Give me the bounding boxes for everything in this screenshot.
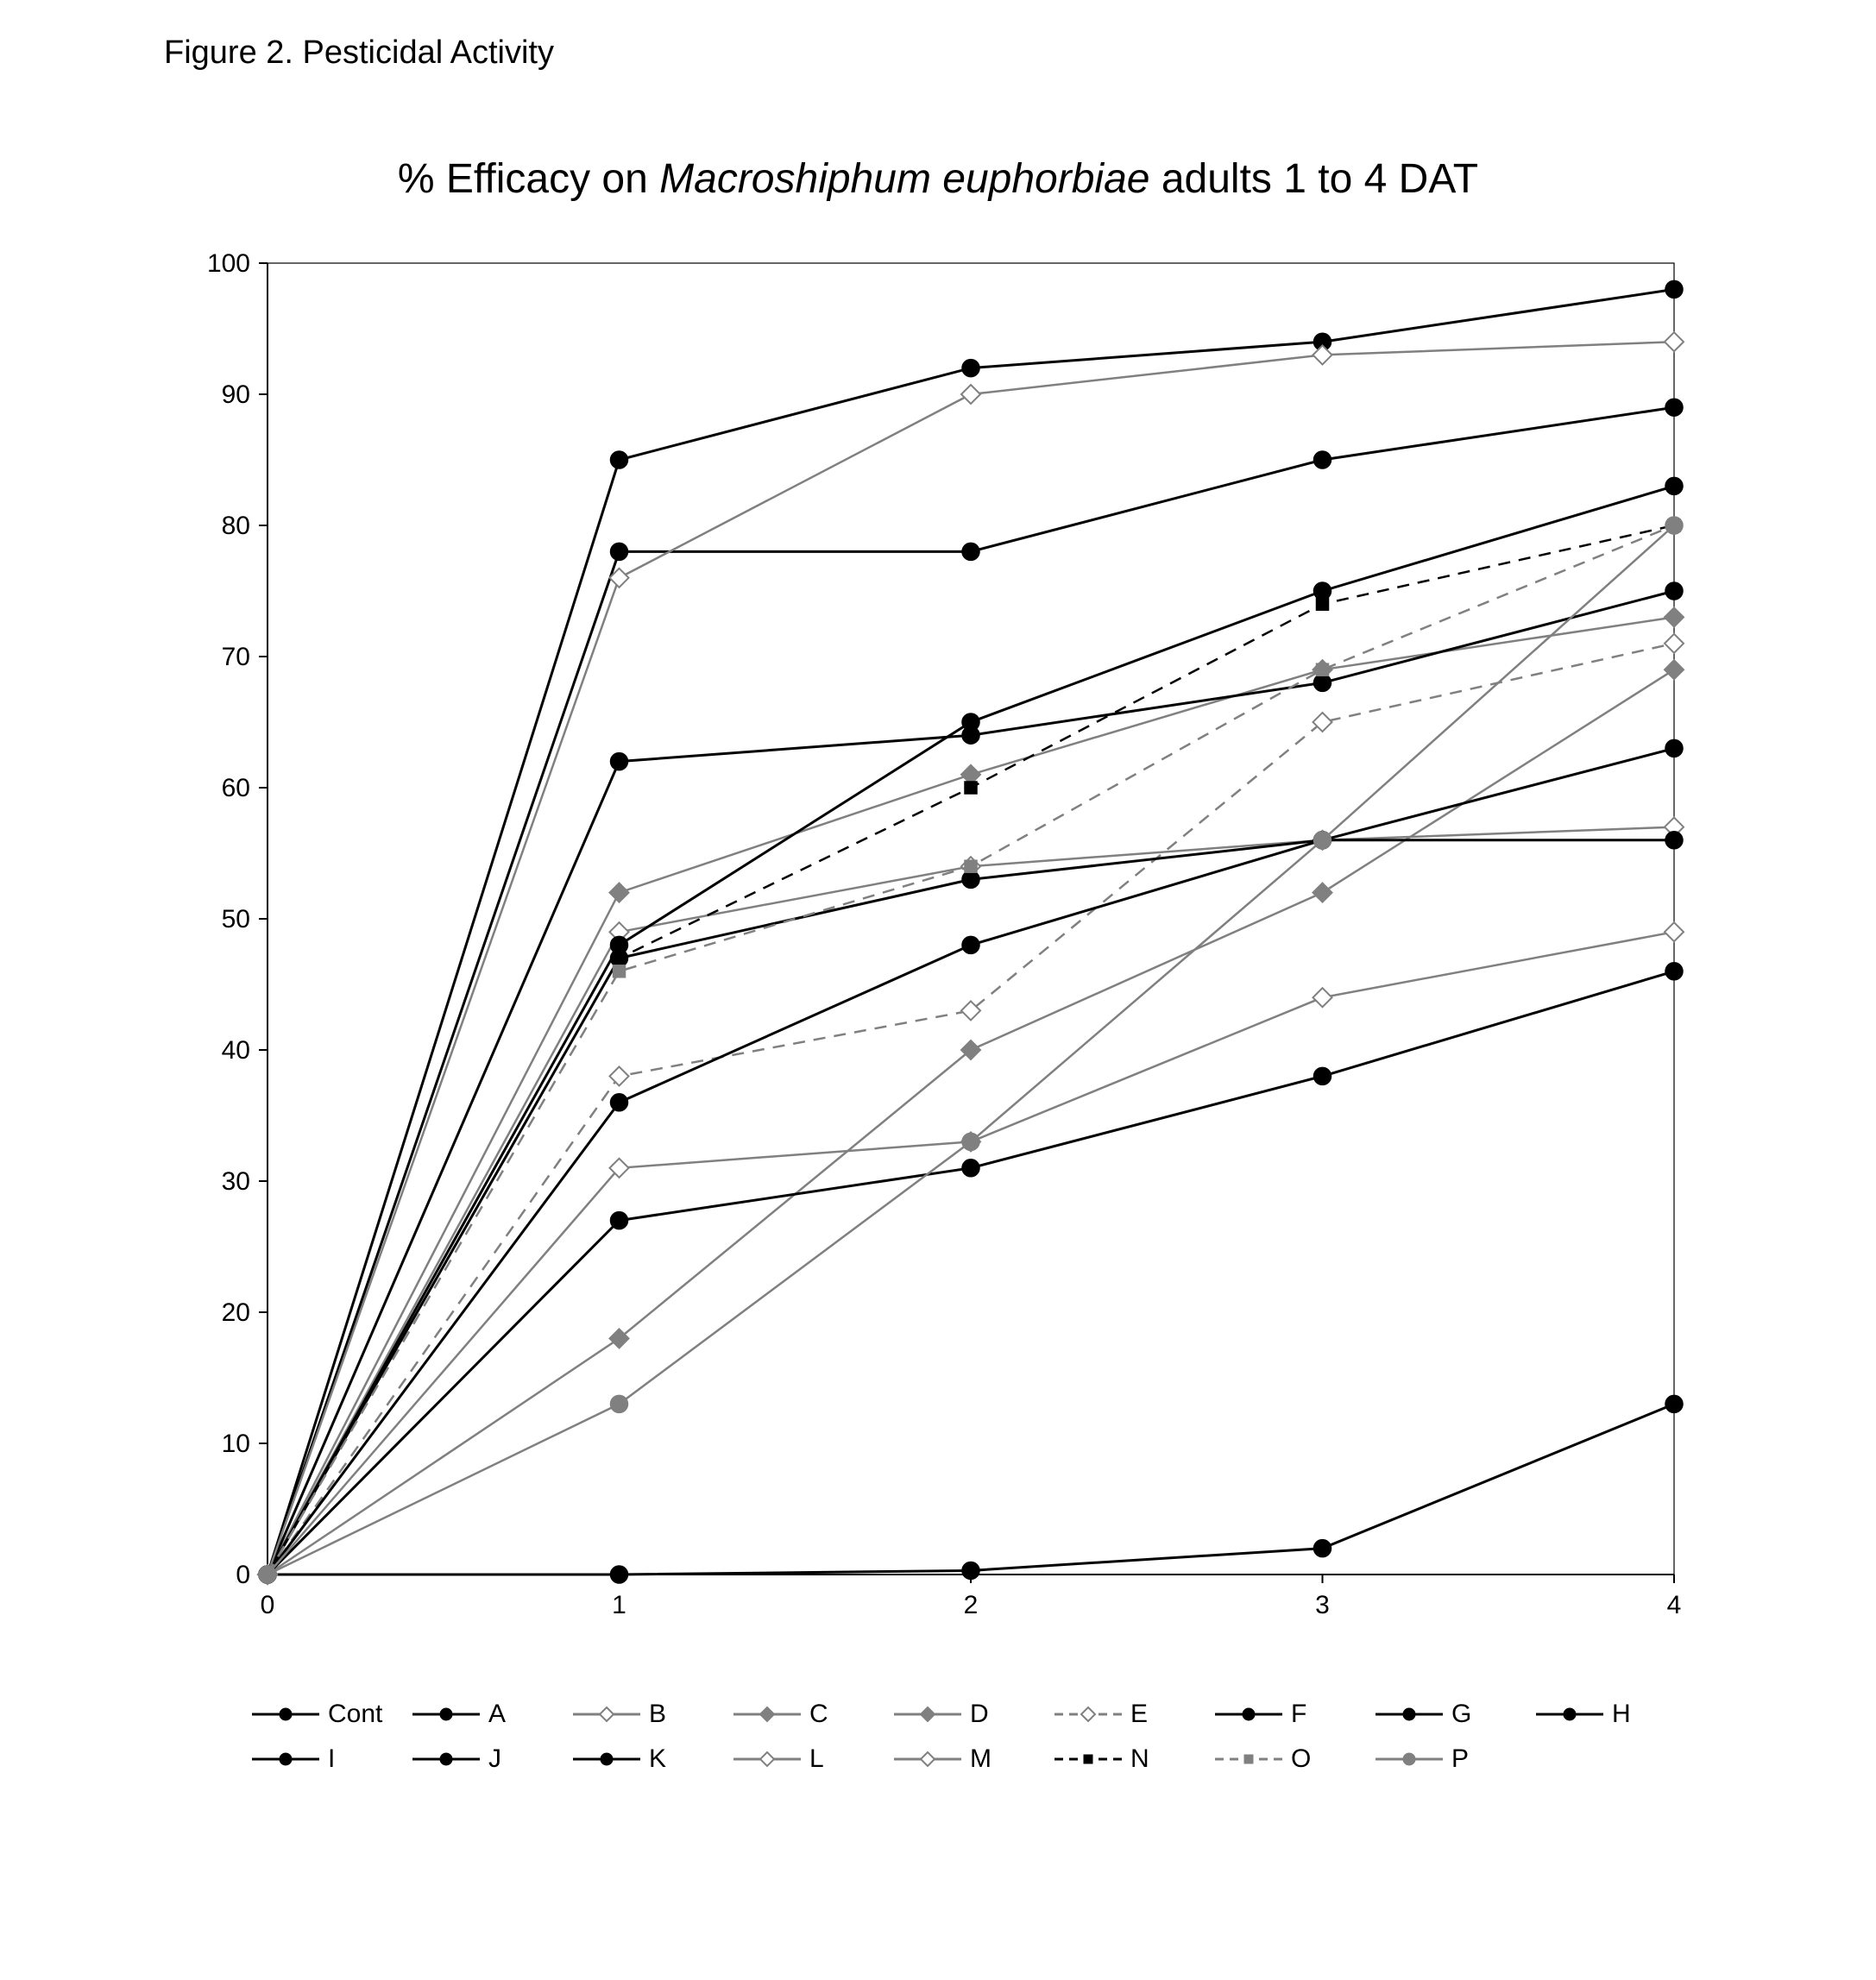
chart-title-suffix: adults 1 to 4 DAT (1149, 156, 1478, 202)
legend-label: G (1451, 1700, 1471, 1729)
svg-text:30: 30 (222, 1167, 250, 1196)
legend-label: K (649, 1744, 666, 1774)
legend-item-b: B (571, 1700, 732, 1729)
svg-text:3: 3 (1315, 1591, 1330, 1619)
legend-label: F (1291, 1700, 1306, 1729)
svg-text:100: 100 (207, 249, 250, 278)
legend-label: A (488, 1700, 506, 1729)
chart-legend: Cont A B C D E F G H I J K L M N O P (250, 1700, 1709, 1789)
chart-svg: 0 10 20 30 40 50 60 70 80 90 100 0 1 2 3 4 (164, 237, 1709, 1644)
figure-caption: Figure 2. Pesticidal Activity (164, 35, 554, 72)
chart-plot-area: 0 10 20 30 40 50 60 70 80 90 100 0 1 2 3 4 (164, 237, 1709, 1644)
legend-item-m: M (892, 1744, 1053, 1774)
legend-item-h: H (1534, 1700, 1695, 1729)
svg-text:10: 10 (222, 1430, 250, 1458)
chart-title-prefix: % Efficacy on (398, 156, 659, 202)
legend-item-g: G (1374, 1700, 1534, 1729)
svg-text:70: 70 (222, 643, 250, 671)
legend-item-l: L (732, 1744, 892, 1774)
legend-label: Cont (328, 1700, 382, 1729)
legend-label: P (1451, 1744, 1469, 1774)
svg-text:80: 80 (222, 512, 250, 540)
legend-label: O (1291, 1744, 1311, 1774)
svg-text:20: 20 (222, 1298, 250, 1327)
legend-item-p: P (1374, 1744, 1534, 1774)
legend-item-j: J (411, 1744, 571, 1774)
legend-row: I J K L M N O P (250, 1744, 1709, 1774)
svg-text:60: 60 (222, 774, 250, 802)
legend-label: I (328, 1744, 335, 1774)
legend-label: E (1130, 1700, 1148, 1729)
legend-item-d: D (892, 1700, 1053, 1729)
series-M (258, 332, 1684, 1584)
legend-label: H (1612, 1700, 1631, 1729)
page: { "figure": { "caption": "Figure 2. Pest… (0, 0, 1876, 1980)
series-F (259, 582, 1683, 1583)
legend-label: M (970, 1744, 992, 1774)
legend-item-f: F (1213, 1700, 1374, 1729)
svg-text:90: 90 (222, 380, 250, 409)
legend-item-c: C (732, 1700, 892, 1729)
svg-text:1: 1 (612, 1591, 626, 1619)
svg-text:0: 0 (236, 1561, 250, 1589)
legend-label: N (1130, 1744, 1149, 1774)
series-Cont (259, 1395, 1683, 1583)
legend-item-e: E (1053, 1700, 1213, 1729)
legend-item-i: I (250, 1744, 411, 1774)
svg-text:2: 2 (964, 1591, 979, 1619)
series-H (259, 280, 1683, 1583)
series-B (258, 818, 1684, 1584)
svg-text:50: 50 (222, 905, 250, 933)
legend-label: L (809, 1744, 824, 1774)
svg-text:0: 0 (261, 1591, 275, 1619)
legend-item-o: O (1213, 1744, 1374, 1774)
legend-item-cont: Cont (250, 1700, 411, 1729)
legend-item-k: K (571, 1744, 732, 1774)
legend-label: J (488, 1744, 501, 1774)
legend-item-a: A (411, 1700, 571, 1729)
chart-title: % Efficacy on Macroshiphum euphorbiae ad… (0, 155, 1876, 203)
legend-item-n: N (1053, 1744, 1213, 1774)
legend-label: B (649, 1700, 666, 1729)
chart-title-italic: Macroshiphum euphorbiae (659, 156, 1149, 202)
series-D (258, 660, 1684, 1584)
svg-text:4: 4 (1667, 1591, 1682, 1619)
svg-text:40: 40 (222, 1036, 250, 1065)
legend-label: C (809, 1700, 828, 1729)
series-L (258, 922, 1684, 1584)
legend-row: Cont A B C D E F G H (250, 1700, 1709, 1729)
legend-label: D (970, 1700, 989, 1729)
